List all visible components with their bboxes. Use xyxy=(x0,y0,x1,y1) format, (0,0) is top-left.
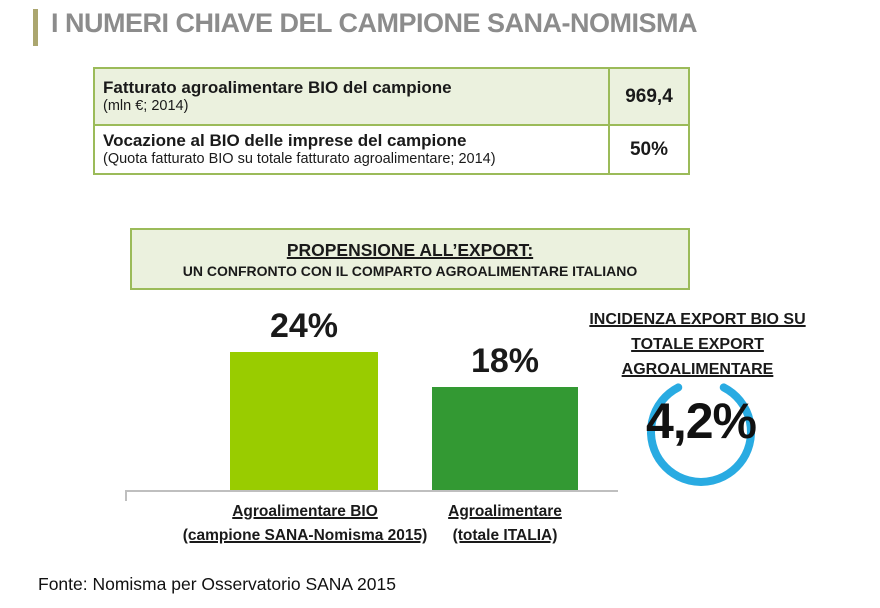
title-accent-bar xyxy=(33,9,38,46)
bar-agroalimentare-bio xyxy=(230,352,378,492)
key-numbers-table: Fatturato agroalimentare BIO del campion… xyxy=(93,67,690,175)
bar-1-category-line2: (campione SANA-Nomisma 2015) xyxy=(182,527,428,545)
bar-1-value-label: 24% xyxy=(269,307,339,345)
bar-1-category-line1: Agroalimentare BIO xyxy=(232,503,378,520)
incidenza-line2: TOTALE EXPORT xyxy=(631,336,764,353)
export-headline-line2: UN CONFRONTO CON IL COMPARTO AGROALIMENT… xyxy=(182,262,638,279)
export-headline-line1: PROPENSIONE ALL’EXPORT: xyxy=(286,239,534,260)
arc-icon xyxy=(647,383,755,486)
row-2-sublabel: (Quota fatturato BIO su totale fatturato… xyxy=(103,151,496,168)
bar-2-category-label: Agroalimentare (totale ITALIA) xyxy=(415,500,595,548)
incidenza-value: 4,2% xyxy=(646,393,757,449)
bar-1-category-label: Agroalimentare BIO (campione SANA-Nomism… xyxy=(110,500,500,548)
bar-agroalimentare-italia xyxy=(432,387,578,492)
bar-2-value-label: 18% xyxy=(470,342,540,380)
bar-2-category-line2: (totale ITALIA) xyxy=(452,527,558,545)
row-2-value: 50% xyxy=(610,126,688,173)
incidenza-line3: AGROALIMENTARE xyxy=(621,361,774,378)
row-1-value: 969,4 xyxy=(610,69,688,126)
page-title: I NUMERI CHIAVE DEL CAMPIONE SANA-NOMISM… xyxy=(51,8,698,38)
table-row-1-label-cell: Fatturato agroalimentare BIO del campion… xyxy=(95,69,610,126)
incidenza-line1: INCIDENZA EXPORT BIO SU xyxy=(589,311,806,328)
table-row-2-label-cell: Vocazione al BIO delle imprese del campi… xyxy=(95,126,610,173)
bar-2-category-line1: Agroalimentare xyxy=(448,503,562,520)
blue-arc-circle xyxy=(640,380,764,486)
export-headline-box: PROPENSIONE ALL’EXPORT: UN CONFRONTO CON… xyxy=(130,228,690,290)
row-1-label: Fatturato agroalimentare BIO del campion… xyxy=(103,78,452,98)
chart-baseline-tick xyxy=(125,490,127,501)
row-2-label: Vocazione al BIO delle imprese del campi… xyxy=(103,131,467,151)
row-1-sublabel: (mln €; 2014) xyxy=(103,98,189,115)
source-note: Fonte: Nomisma per Osservatorio SANA 201… xyxy=(38,574,396,594)
chart-baseline xyxy=(125,490,618,492)
incidenza-heading: INCIDENZA EXPORT BIO SU TOTALE EXPORT AG… xyxy=(575,307,820,382)
